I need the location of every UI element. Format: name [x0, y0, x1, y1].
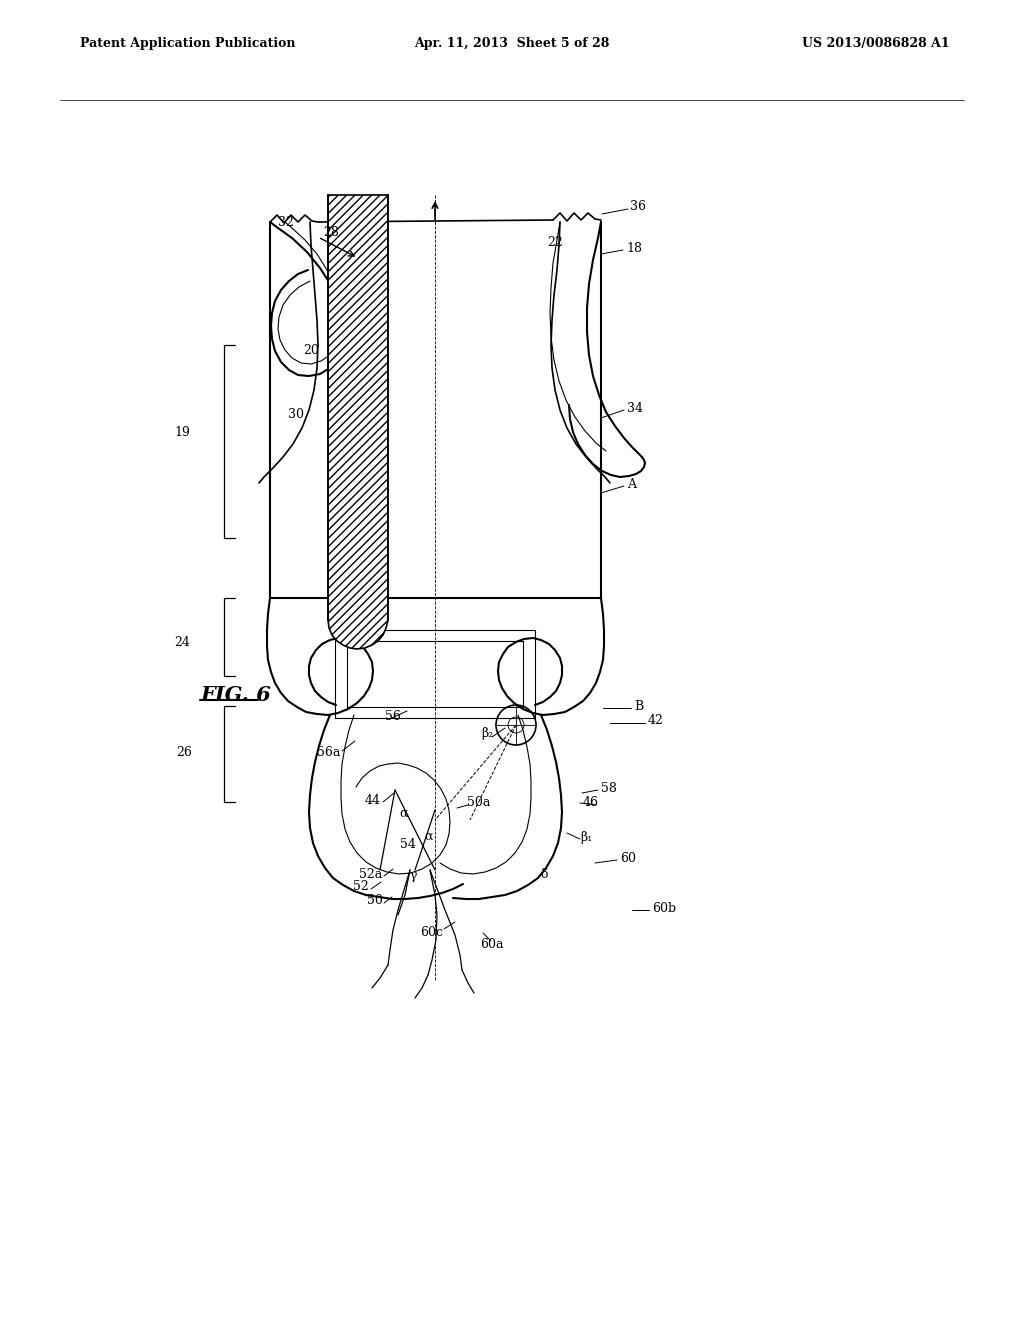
Text: γ: γ — [410, 869, 417, 882]
Text: 26: 26 — [176, 746, 193, 759]
Text: 24: 24 — [174, 636, 190, 649]
Text: β₁: β₁ — [580, 830, 592, 843]
Text: 20: 20 — [303, 343, 318, 356]
Text: FIG. 6: FIG. 6 — [200, 685, 270, 705]
Text: Patent Application Publication: Patent Application Publication — [80, 37, 296, 50]
Text: 18: 18 — [626, 242, 642, 255]
Text: 46: 46 — [583, 796, 599, 809]
Text: 52a: 52a — [358, 867, 382, 880]
Text: 19: 19 — [174, 425, 190, 438]
Text: 60: 60 — [620, 851, 636, 865]
Text: 42: 42 — [648, 714, 664, 727]
Text: α: α — [399, 807, 409, 820]
Text: Apr. 11, 2013  Sheet 5 of 28: Apr. 11, 2013 Sheet 5 of 28 — [415, 37, 609, 50]
Text: 44: 44 — [365, 793, 381, 807]
Text: 36: 36 — [630, 201, 646, 214]
Text: 60b: 60b — [652, 902, 676, 915]
Text: β₂: β₂ — [480, 727, 493, 741]
Text: 60a: 60a — [480, 937, 504, 950]
Text: B: B — [634, 700, 643, 713]
Text: 28: 28 — [323, 226, 339, 239]
Text: 22: 22 — [547, 235, 563, 248]
Text: δ: δ — [541, 869, 548, 882]
Text: 34: 34 — [627, 401, 643, 414]
Text: 60c: 60c — [420, 925, 443, 939]
Text: 50: 50 — [368, 895, 383, 908]
Text: 56a: 56a — [316, 747, 340, 759]
Text: 50a: 50a — [467, 796, 490, 809]
Text: 58: 58 — [601, 781, 616, 795]
Text: 32: 32 — [278, 215, 294, 228]
Text: 54: 54 — [400, 838, 416, 851]
Text: α: α — [425, 829, 433, 842]
Text: 30: 30 — [288, 408, 304, 421]
Text: US 2013/0086828 A1: US 2013/0086828 A1 — [803, 37, 950, 50]
Text: 52: 52 — [353, 880, 369, 894]
Text: 56: 56 — [385, 710, 401, 722]
Text: A: A — [627, 478, 636, 491]
Polygon shape — [328, 195, 388, 649]
